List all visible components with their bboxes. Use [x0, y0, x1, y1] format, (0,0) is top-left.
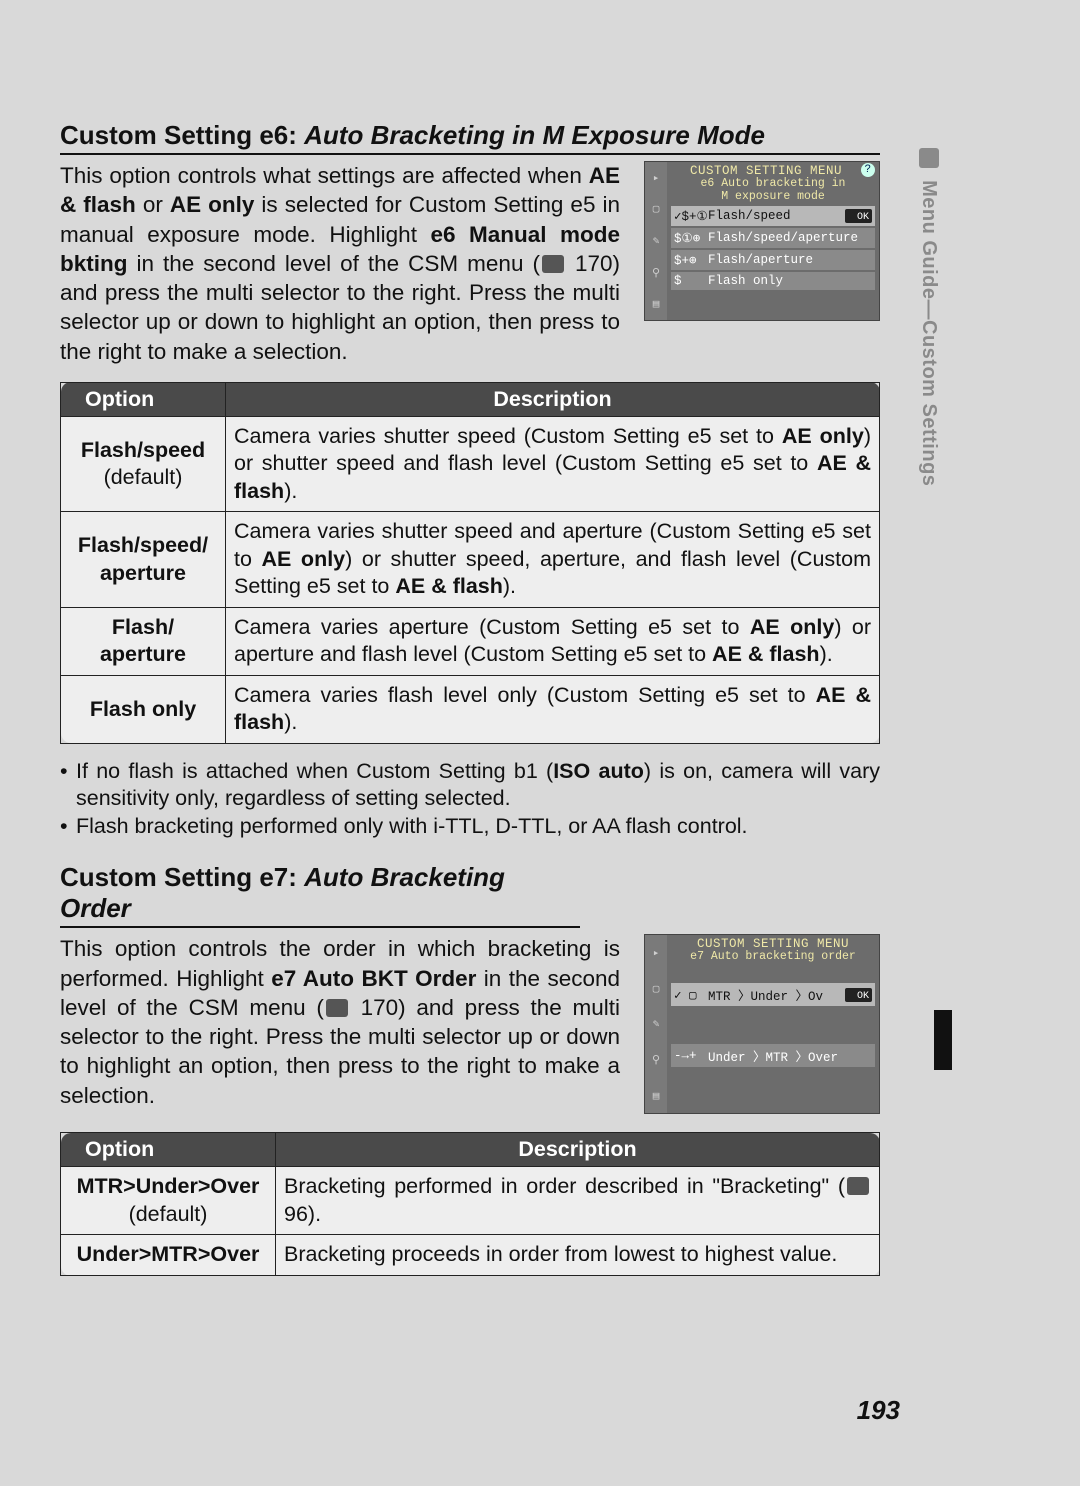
option-cell: Under>MTR>Over — [61, 1235, 276, 1276]
option-cell: Flash only — [61, 675, 226, 743]
th-option: Option — [61, 382, 226, 416]
heading-e6: Custom Setting e6: Auto Bracketing in M … — [60, 120, 880, 155]
pencil-icon — [919, 148, 939, 168]
table-row: Flash onlyCamera varies flash level only… — [61, 675, 880, 743]
note-item: Flash bracketing performed only with i-T… — [60, 813, 880, 841]
e7-paragraph: This option controls the order in which … — [60, 934, 620, 1110]
lcd-row: ✓$+① Flash/speedOK — [671, 206, 875, 226]
lcd-row: ✓ ▢ MTR 〉Under 〉OvOK — [671, 983, 875, 1006]
lcd-e6-rows: ✓$+① Flash/speedOK$①⊕ Flash/speed/apertu… — [671, 206, 875, 290]
description-cell: Camera varies flash level only (Custom S… — [226, 675, 880, 743]
note-item: If no flash is attached when Custom Sett… — [60, 758, 880, 813]
description-cell: Bracketing proceeds in order from lowest… — [276, 1235, 880, 1276]
side-tab: Menu Guide—Custom Settings — [917, 150, 940, 486]
lcd-row: -→+ Under 〉MTR 〉Over — [671, 1044, 875, 1067]
lcd-e6-tabs: ▸▢✎⚲▤ — [645, 162, 667, 320]
th-option: Option — [61, 1133, 276, 1167]
description-cell: Bracketing performed in order described … — [276, 1167, 880, 1235]
th-description: Description — [226, 382, 880, 416]
heading-e7-prefix: Custom Setting e7: — [60, 862, 304, 892]
page-number: 193 — [857, 1395, 900, 1426]
side-tab-label: Menu Guide—Custom Settings — [918, 180, 940, 486]
e7-intro: ▸▢✎⚲▤ CUSTOM SETTING MENU e7 Auto bracke… — [60, 934, 880, 1114]
option-cell: Flash/speed/aperture — [61, 512, 226, 608]
table-e6-body: Flash/speed(default)Camera varies shutte… — [61, 416, 880, 743]
lcd-e7-title: CUSTOM SETTING MENU — [671, 937, 875, 951]
lcd-e7: ▸▢✎⚲▤ CUSTOM SETTING MENU e7 Auto bracke… — [644, 934, 880, 1114]
heading-e7: Custom Setting e7: Auto Bracketing Order — [60, 862, 580, 928]
lcd-row: $+⊕ Flash/aperture — [671, 250, 875, 270]
description-cell: Camera varies shutter speed and aperture… — [226, 512, 880, 608]
table-row: Flash/speed(default)Camera varies shutte… — [61, 416, 880, 512]
heading-e6-prefix: Custom Setting e6: — [60, 120, 304, 150]
page-content: Custom Setting e6: Auto Bracketing in M … — [60, 120, 880, 1276]
e6-notes: If no flash is attached when Custom Sett… — [60, 758, 880, 841]
lcd-e6: ▸▢✎⚲▤ ? CUSTOM SETTING MENU e6 Auto brack… — [644, 161, 880, 321]
heading-e6-title: Auto Bracketing in M Exposure Mode — [304, 120, 765, 150]
table-e7-body: MTR>Under>Over(default)Bracketing perfor… — [61, 1167, 880, 1276]
table-row: MTR>Under>Over(default)Bracketing perfor… — [61, 1167, 880, 1235]
table-row: Flash/apertureCamera varies aperture (Cu… — [61, 607, 880, 675]
lcd-e7-rows: ✓ ▢ MTR 〉Under 〉OvOK -→+ Under 〉MTR 〉Over — [671, 983, 875, 1067]
lcd-e7-sub: e7 Auto bracketing order — [671, 951, 875, 964]
lcd-e6-sub: e6 Auto bracketing inM exposure mode — [671, 178, 875, 203]
table-row: Under>MTR>OverBracketing proceeds in ord… — [61, 1235, 880, 1276]
e6-paragraph: This option controls what settings are a… — [60, 161, 620, 366]
option-cell: Flash/speed(default) — [61, 416, 226, 512]
lcd-e6-title: CUSTOM SETTING MENU — [690, 164, 842, 178]
lcd-row: $ Flash only — [671, 272, 875, 290]
description-cell: Camera varies shutter speed (Custom Sett… — [226, 416, 880, 512]
description-cell: Camera varies aperture (Custom Setting e… — [226, 607, 880, 675]
table-row: Flash/speed/apertureCamera varies shutte… — [61, 512, 880, 608]
table-e6: Option Description Flash/speed(default)C… — [60, 382, 880, 744]
option-cell: Flash/aperture — [61, 607, 226, 675]
help-icon: ? — [861, 163, 875, 177]
thumb-tab — [934, 1010, 952, 1070]
lcd-e7-tabs: ▸▢✎⚲▤ — [645, 935, 667, 1113]
option-cell: MTR>Under>Over(default) — [61, 1167, 276, 1235]
lcd-row: $①⊕ Flash/speed/aperture — [671, 228, 875, 248]
e6-intro: ▸▢✎⚲▤ ? CUSTOM SETTING MENU e6 Auto brack… — [60, 161, 880, 366]
table-e7: Option Description MTR>Under>Over(defaul… — [60, 1132, 880, 1276]
th-description: Description — [276, 1133, 880, 1167]
